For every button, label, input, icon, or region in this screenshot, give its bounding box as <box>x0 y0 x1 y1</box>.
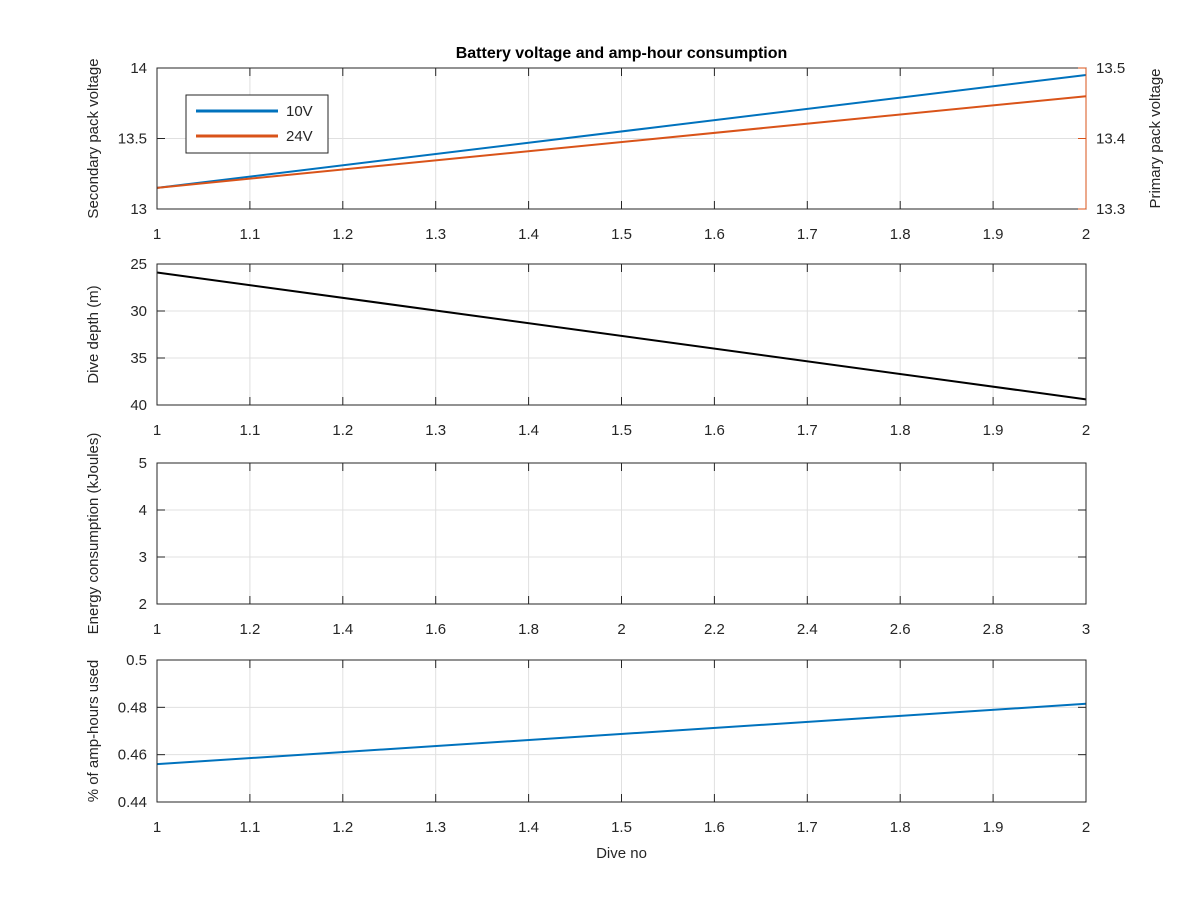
y-axis-label: Secondary pack voltage <box>85 58 102 218</box>
x-tick-label: 1.4 <box>518 422 539 439</box>
x-tick-label: 1.1 <box>239 422 260 439</box>
y-tick-label: 2 <box>139 596 147 613</box>
y-axis-label: Energy consumption (kJoules) <box>85 433 102 635</box>
x-tick-label: 1.8 <box>890 819 911 836</box>
x-tick-label: 1.5 <box>611 226 632 243</box>
y-tick-label: 13 <box>130 201 147 218</box>
legend-label-10V: 10V <box>286 103 313 120</box>
x-tick-label: 2 <box>1082 819 1090 836</box>
x-tick-label: 1.7 <box>797 226 818 243</box>
series-line-10V <box>156 74 1087 189</box>
x-tick-label: 1.6 <box>425 621 446 638</box>
x-tick-label: 2 <box>1082 226 1090 243</box>
x-tick-label: 1.8 <box>890 226 911 243</box>
y-axis-label: % of amp-hours used <box>85 660 102 803</box>
x-tick-label: 1.4 <box>518 819 539 836</box>
x-tick-label: 1.6 <box>704 422 725 439</box>
x-tick-label: 1.7 <box>797 819 818 836</box>
x-tick-label: 1.4 <box>518 226 539 243</box>
chart-title: Battery voltage and amp-hour consumption <box>456 45 788 62</box>
x-tick-label: 1.9 <box>983 422 1004 439</box>
x-tick-label: 1.2 <box>332 226 353 243</box>
x-tick-label: 1.3 <box>425 226 446 243</box>
x-tick-label: 1.4 <box>332 621 353 638</box>
x-tick-label: 1.6 <box>704 226 725 243</box>
x-tick-label: 3 <box>1082 621 1090 638</box>
y-tick-label: 35 <box>130 350 147 367</box>
series-line-1 <box>156 271 1087 401</box>
y-tick-label: 40 <box>130 397 147 414</box>
x-tick-label: 1 <box>153 621 161 638</box>
x-tick-label: 1.2 <box>239 621 260 638</box>
x-tick-label: 1 <box>153 819 161 836</box>
legend-label-24V: 24V <box>286 128 313 145</box>
x-tick-label: 1.8 <box>890 422 911 439</box>
x-tick-label: 1.5 <box>611 422 632 439</box>
y-tick-label: 0.46 <box>118 747 147 764</box>
y-tick-label: 25 <box>130 256 147 273</box>
y-tick-label: 14 <box>130 60 147 77</box>
y-right-axis-label: Primary pack voltage <box>1147 68 1164 208</box>
series-line-24V <box>156 95 1087 189</box>
x-tick-label: 1.9 <box>983 226 1004 243</box>
x-tick-label: 2 <box>1082 422 1090 439</box>
y-tick-label: 0.48 <box>118 699 147 716</box>
x-tick-label: 2.8 <box>983 621 1004 638</box>
x-tick-label: 2.4 <box>797 621 818 638</box>
x-tick-label: 1.2 <box>332 422 353 439</box>
x-tick-label: 1.9 <box>983 819 1004 836</box>
x-tick-label: 1.7 <box>797 422 818 439</box>
subplot-1: 1 1.1 1.2 1.3 1.4 1.5 1.6 1.7 1.8 1.9 2 13 13.5 14 Sec… <box>85 45 1164 243</box>
subplot-3: 1 1.2 1.4 1.6 1.8 2 2.2 2.4 2.6 2.8 3 2 3 4 5 Energy co… <box>85 433 1090 638</box>
subplot-2: 1 1.1 1.2 1.3 1.4 1.5 1.6 1.7 1.8 1.9 2 25 30 35 40 Div… <box>85 256 1090 439</box>
subplot-4: 1 1.1 1.2 1.3 1.4 1.5 1.6 1.7 1.8 1.9 2 0.44 0.46 0.4… <box>85 652 1090 862</box>
y-right-tick-label: 13.5 <box>1096 60 1125 77</box>
y-tick-label: 3 <box>139 549 147 566</box>
x-tick-label: 1.2 <box>332 819 353 836</box>
y-tick-label: 0.5 <box>126 652 147 669</box>
y-tick-label: 30 <box>130 303 147 320</box>
x-tick-label: 2 <box>617 621 625 638</box>
x-tick-label: 1.1 <box>239 819 260 836</box>
x-tick-label: 1 <box>153 226 161 243</box>
x-tick-label: 1.6 <box>704 819 725 836</box>
y-tick-label: 0.44 <box>118 794 147 811</box>
x-tick-label: 1.8 <box>518 621 539 638</box>
x-axis-label: Dive no <box>596 845 647 862</box>
x-tick-label: 1.5 <box>611 819 632 836</box>
y-axis-label: Dive depth (m) <box>85 285 102 383</box>
x-tick-label: 1.3 <box>425 819 446 836</box>
y-tick-label: 5 <box>139 455 147 472</box>
y-tick-label: 4 <box>139 502 147 519</box>
y-right-tick-label: 13.3 <box>1096 201 1125 218</box>
x-tick-label: 1 <box>153 422 161 439</box>
x-tick-label: 2.2 <box>704 621 725 638</box>
y-right-tick-label: 13.4 <box>1096 131 1125 148</box>
x-tick-label: 1.3 <box>425 422 446 439</box>
legend-box <box>185 94 329 154</box>
x-tick-label: 1.1 <box>239 226 260 243</box>
x-tick-label: 2.6 <box>890 621 911 638</box>
series-line-1 <box>156 702 1087 766</box>
y-tick-label: 13.5 <box>118 131 147 148</box>
